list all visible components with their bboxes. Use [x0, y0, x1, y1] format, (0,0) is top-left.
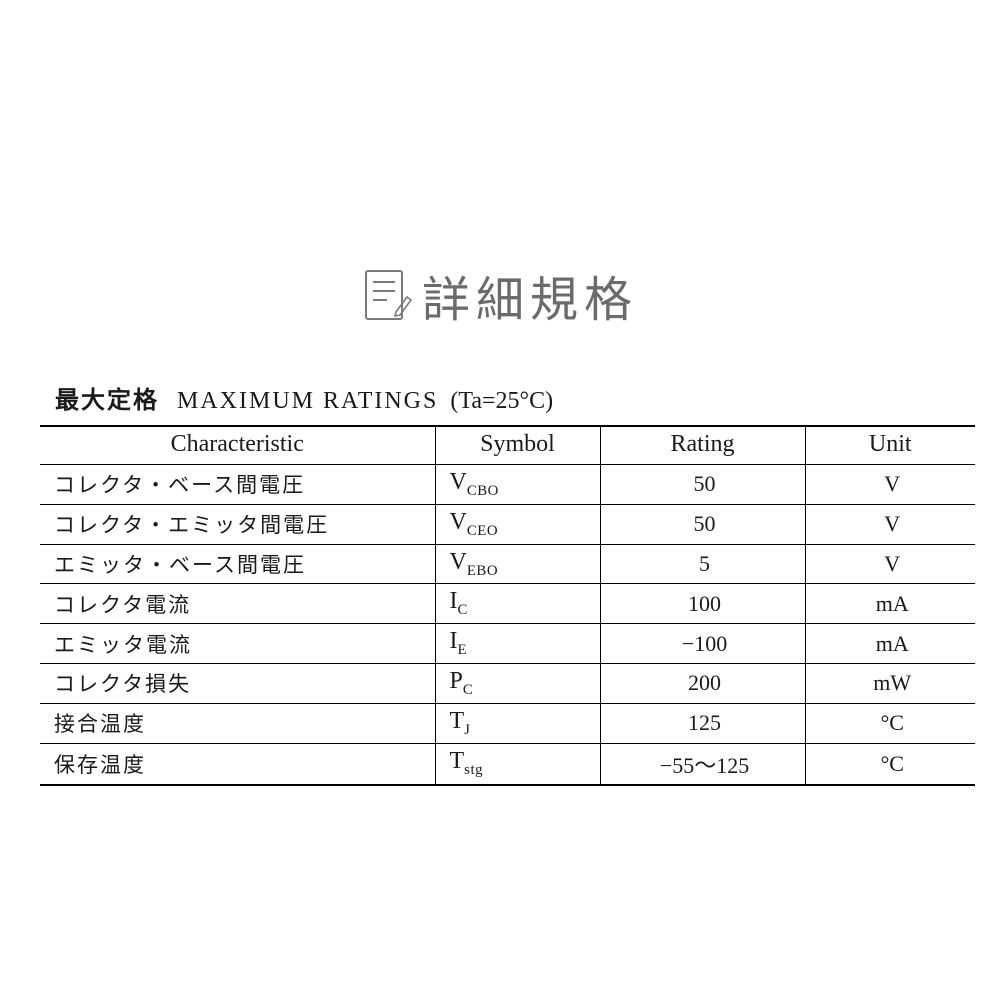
symbol-sub: CEO [467, 523, 498, 539]
cell-rating: −100 [600, 624, 805, 664]
symbol-main: T [450, 708, 465, 734]
cell-characteristic: エミッタ電流 [40, 624, 435, 664]
cell-unit: mW [805, 663, 975, 703]
table-row: 接合温度TJ125°C [40, 703, 975, 743]
symbol-main: I [450, 628, 458, 654]
section-title: 最大定格 MAXIMUM RATINGS (Ta=25°C) [0, 380, 1000, 415]
cell-symbol: VCEO [435, 504, 600, 544]
table-row: エミッタ電流IE−100mA [40, 624, 975, 664]
cell-symbol: TJ [435, 703, 600, 743]
section-title-jp: 最大定格 [55, 388, 159, 414]
cell-characteristic: コレクタ・エミッタ間電圧 [40, 504, 435, 544]
cell-rating: 50 [600, 465, 805, 505]
symbol-main: T [450, 748, 465, 774]
page-heading-text: 詳細規格 [422, 260, 638, 330]
symbol-sub: C [463, 682, 473, 698]
symbol-main: I [450, 588, 458, 614]
max-ratings-table: Characteristic Symbol Rating Unit コレクタ・ベ… [40, 425, 975, 786]
cell-unit: mA [805, 624, 975, 664]
table-header-row: Characteristic Symbol Rating Unit [40, 426, 975, 465]
cell-characteristic: コレクタ・ベース間電圧 [40, 465, 435, 505]
cell-rating: 125 [600, 703, 805, 743]
cell-characteristic: コレクタ電流 [40, 584, 435, 624]
cell-rating: 200 [600, 663, 805, 703]
symbol-main: V [450, 509, 467, 535]
cell-rating: 100 [600, 584, 805, 624]
col-symbol: Symbol [435, 426, 600, 465]
symbol-sub: stg [464, 762, 483, 778]
table-body: コレクタ・ベース間電圧VCBO50Vコレクタ・エミッタ間電圧VCEO50Vエミッ… [40, 465, 975, 785]
symbol-sub: E [458, 642, 468, 658]
cell-characteristic: コレクタ損失 [40, 663, 435, 703]
table-row: コレクタ・エミッタ間電圧VCEO50V [40, 504, 975, 544]
cell-symbol: VCBO [435, 465, 600, 505]
table-row: エミッタ・ベース間電圧VEBO5V [40, 544, 975, 584]
page-heading: 詳細規格 [0, 260, 1000, 330]
cell-symbol: IE [435, 624, 600, 664]
section-title-en: MAXIMUM RATINGS [177, 388, 438, 414]
cell-unit: V [805, 465, 975, 505]
table-row: 保存温度Tstg−55〜125°C [40, 743, 975, 785]
symbol-main: V [450, 549, 467, 575]
col-unit: Unit [805, 426, 975, 465]
col-rating: Rating [600, 426, 805, 465]
table-row: コレクタ・ベース間電圧VCBO50V [40, 465, 975, 505]
cell-symbol: IC [435, 584, 600, 624]
table-row: コレクタ電流IC100mA [40, 584, 975, 624]
cell-characteristic: 接合温度 [40, 703, 435, 743]
table-row: コレクタ損失PC200mW [40, 663, 975, 703]
symbol-sub: CBO [467, 483, 499, 499]
symbol-main: P [450, 668, 463, 694]
symbol-sub: J [464, 722, 470, 738]
cell-characteristic: 保存温度 [40, 743, 435, 785]
cell-unit: °C [805, 703, 975, 743]
cell-unit: V [805, 544, 975, 584]
col-characteristic: Characteristic [40, 426, 435, 465]
symbol-sub: C [458, 602, 468, 618]
cell-symbol: PC [435, 663, 600, 703]
cell-characteristic: エミッタ・ベース間電圧 [40, 544, 435, 584]
cell-unit: V [805, 504, 975, 544]
cell-unit: °C [805, 743, 975, 785]
datasheet-page: 詳細規格 最大定格 MAXIMUM RATINGS (Ta=25°C) Char… [0, 0, 1000, 1000]
symbol-main: V [450, 469, 467, 495]
cell-rating: 5 [600, 544, 805, 584]
cell-rating: 50 [600, 504, 805, 544]
cell-symbol: VEBO [435, 544, 600, 584]
cell-rating: −55〜125 [600, 743, 805, 785]
cell-unit: mA [805, 584, 975, 624]
section-condition: (Ta=25°C) [450, 388, 553, 414]
cell-symbol: Tstg [435, 743, 600, 785]
document-edit-icon [362, 267, 412, 323]
symbol-sub: EBO [467, 562, 498, 578]
